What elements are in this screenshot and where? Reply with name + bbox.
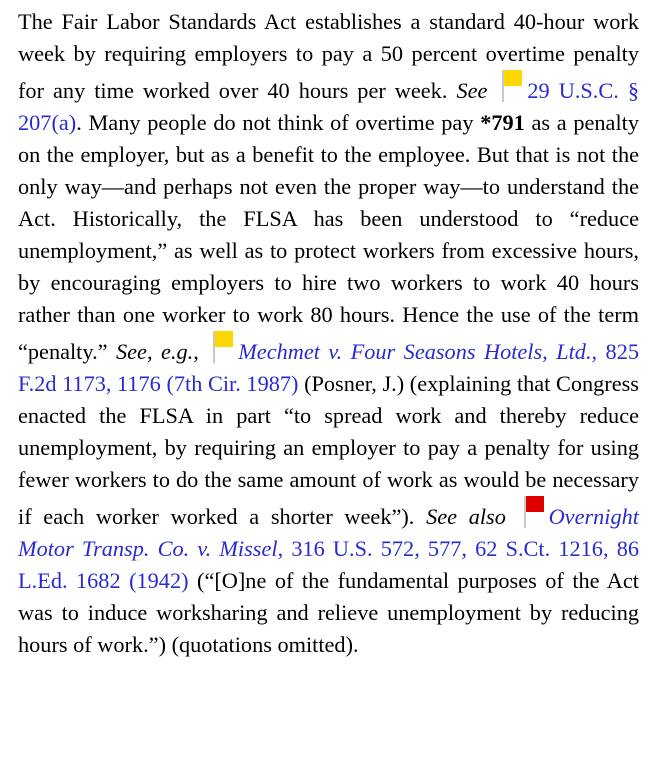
opinion-paragraph: The Fair Labor Standards Act establishes… [18, 9, 639, 657]
case-name: Mechmet v. Four Seasons Hotels, Ltd. [238, 339, 592, 364]
text: , [193, 339, 208, 364]
text: , [146, 339, 161, 364]
text: . Many people do not think of overtime p… [76, 110, 481, 135]
text: as a penalty on the employer, but as a b… [18, 110, 639, 364]
case-link[interactable]: Mechmet v. Four Seasons Hotels, Ltd., 82… [18, 339, 639, 396]
signal: See [116, 339, 147, 364]
case-link[interactable]: Overnight Motor Transp. Co. v. Missel, 3… [18, 504, 639, 593]
signal: See [456, 78, 497, 103]
signal: See also [426, 504, 518, 529]
yellow-flag [213, 331, 234, 363]
red-flag [523, 496, 544, 528]
case-cite: , 825 F.2d 1173, 1176 (7th Cir. 1987) [18, 339, 639, 396]
text: The Fair Labor Standards Act establishes… [18, 9, 639, 103]
page-marker: *791 [480, 110, 525, 135]
text: (Posner, J.) (explaining that Congress e… [18, 371, 639, 529]
yellow-flag [502, 70, 523, 102]
case-name: Overnight Motor Transp. Co. v. Missel [18, 504, 639, 561]
statute-link[interactable]: 29 U.S.C. § 207(a) [18, 78, 639, 135]
signal: e.g. [160, 339, 194, 364]
case-cite: , 316 U.S. 572, 577, 62 S.Ct. 1216, 86 L… [18, 536, 639, 593]
text: (“[O]ne of the fundamental purposes of t… [18, 568, 639, 657]
